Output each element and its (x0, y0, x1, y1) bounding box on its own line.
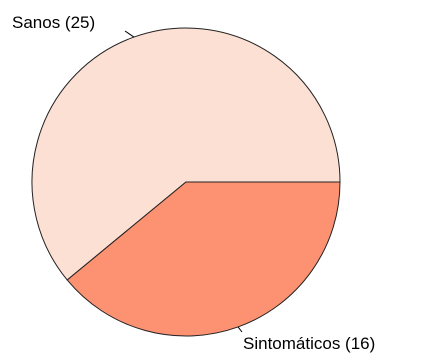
pie-labels: Sanos (25) Sintomáticos (16) (12, 13, 375, 353)
pie-slice-sintomaticos (66, 181, 341, 337)
pie-slices (31, 27, 341, 337)
leader-line-sintomaticos (237, 326, 243, 333)
leader-line-sanos (124, 30, 135, 38)
slice-label-sanos: Sanos (25) (12, 13, 95, 32)
slice-label-sintomaticos: Sintomáticos (16) (243, 334, 375, 353)
